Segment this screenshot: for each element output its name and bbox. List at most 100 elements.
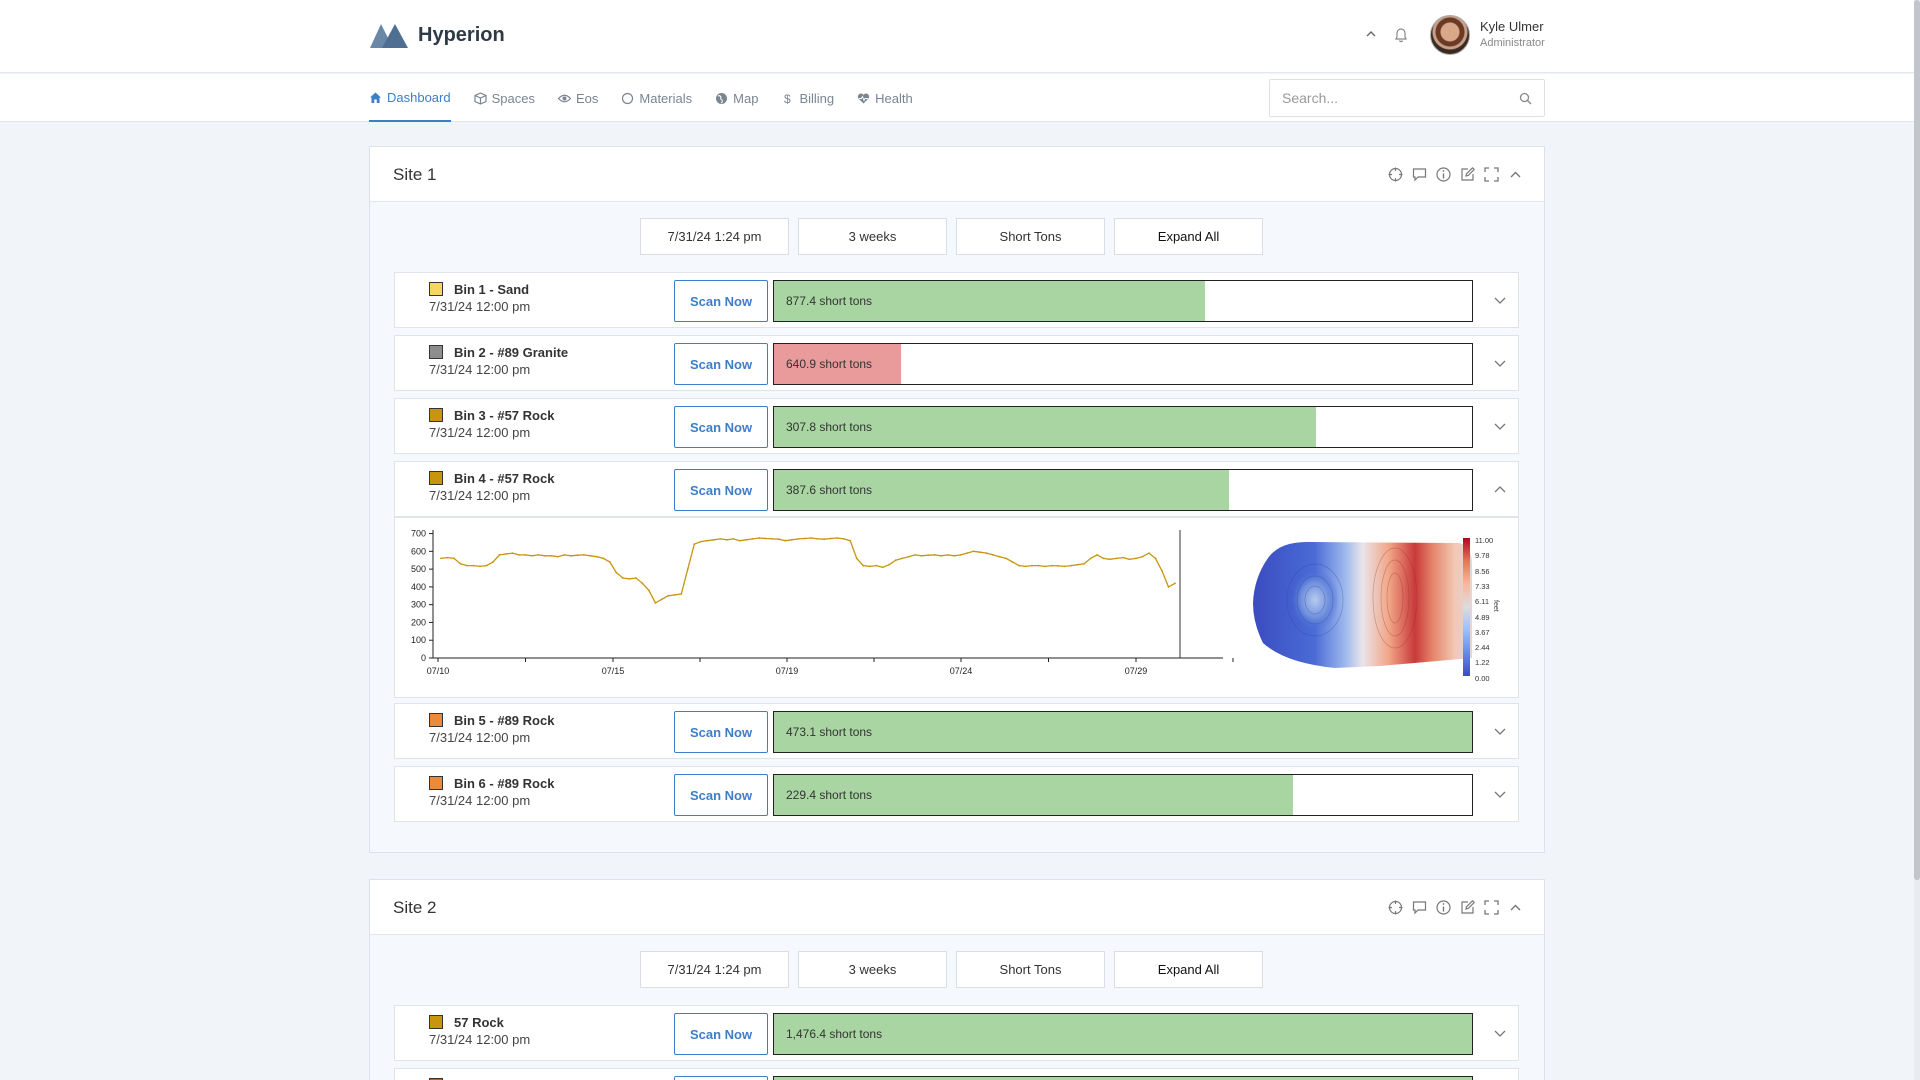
scrollbar[interactable] [1914,0,1920,1080]
bin-scan-date: 7/31/24 12:00 pm [429,299,531,314]
date-picker[interactable]: 7/31/24 1:24 pm [640,218,789,255]
site-toolbar [1387,899,1524,916]
chevron-up-icon[interactable] [1507,899,1524,916]
date-picker[interactable]: 7/31/24 1:24 pm [640,951,789,988]
search-input[interactable] [1270,80,1495,116]
bin-name: Bin 3 - #57 Rock [454,408,555,423]
crosshair-icon[interactable] [1387,166,1404,183]
nav-eos[interactable]: Eos [557,74,599,122]
data-point [699,540,702,543]
data-point [459,562,462,565]
chevron-down-icon[interactable] [1493,293,1507,307]
chevron-down-icon[interactable] [1493,1026,1507,1040]
edit-icon[interactable] [1459,166,1476,183]
nav-materials[interactable]: Materials [621,74,692,122]
bin-row[interactable]: Bin 3 - #57 Rock 7/31/24 12:00 pm Scan Now… [394,398,1519,454]
data-point [622,577,624,579]
avatar[interactable] [1430,15,1470,55]
nav-dashboard[interactable]: Dashboard [369,74,451,122]
user-name: Kyle Ulmer [1480,19,1544,34]
chevron-down-icon[interactable] [1493,724,1507,738]
data-point [1031,564,1033,567]
bin-quantity: 640.9 short tons [786,357,873,371]
nav-health[interactable]: Health [857,74,913,122]
scan-now-button[interactable]: Scan Now [674,469,768,511]
nav-label: Eos [575,90,599,106]
scan-now-button[interactable]: Scan Now [674,343,768,385]
data-point [537,554,540,556]
data-point [732,538,735,540]
chevron-down-icon[interactable] [1493,356,1507,370]
info-icon[interactable] [1435,166,1452,183]
bin-scan-date: 7/31/24 12:00 pm [429,488,531,503]
material-color-swatch [429,1015,443,1029]
bin-row[interactable]: Bin 6 - #89 Rock 7/31/24 12:00 pm Scan Now… [394,766,1519,822]
user-menu[interactable]: Kyle Ulmer Administrator [1480,19,1545,51]
expand-all-button[interactable]: Expand All [1114,951,1263,988]
data-point [751,538,754,540]
bell-icon[interactable] [1390,26,1412,44]
data-point [466,564,468,567]
y-tick-label: 700 [411,529,426,539]
fullscreen-icon[interactable] [1483,899,1500,916]
scan-now-button[interactable]: Scan Now [674,406,768,448]
bin-quantity: 307.8 short tons [786,420,873,434]
data-point [544,554,546,557]
chevron-down-icon[interactable] [1493,419,1507,433]
data-point [725,538,728,541]
chevron-down-icon[interactable] [1493,787,1507,801]
chevron-up-icon[interactable] [1493,482,1507,496]
data-point [524,554,527,556]
bin-name: Bin 5 - #89 Rock [454,713,555,728]
fullscreen-icon[interactable] [1483,166,1500,183]
material-color-swatch [429,471,443,485]
units-selector[interactable]: Short Tons [956,218,1105,255]
data-point [927,554,930,557]
scan-now-button[interactable]: Scan Now [674,711,768,753]
bin-name: Bin 2 - #89 Granite [454,345,569,360]
bin-row[interactable]: Bin 2 - #89 Granite 7/31/24 12:00 pm Scan … [394,335,1519,391]
gauge-fill [774,775,1294,815]
range-selector[interactable]: 3 weeks [798,218,947,255]
comment-icon[interactable] [1411,166,1428,183]
gauge-fill [774,344,902,384]
nav-spaces[interactable]: Spaces [474,74,535,122]
chevron-up-icon[interactable] [1362,29,1380,41]
comment-icon[interactable] [1411,899,1428,916]
bin-row[interactable]: Bin 1 - Sand 7/31/24 12:00 pm Scan Now 877.… [394,272,1519,328]
nav-map[interactable]: Map [715,74,758,122]
units-selector[interactable]: Short Tons [956,951,1105,988]
scan-now-button[interactable]: Scan Now [674,280,768,322]
info-icon[interactable] [1435,899,1452,916]
search-icon[interactable] [1519,92,1532,105]
scan-now-button[interactable]: Scan Now [674,774,768,816]
range-selector[interactable]: 3 weeks [798,951,947,988]
circle-icon [622,92,634,104]
level-trend-chart: 0 100 200 300 400 500 600 700 07/10 07/15 07/19 07/… [411,529,1234,676]
data-point [511,552,514,554]
app-logo[interactable]: Hyperion [370,22,505,48]
gauge-fill [774,1014,1472,1054]
scan-now-button[interactable]: Scan Now [674,1076,768,1080]
bin-row[interactable]: Scan Now [394,1068,1519,1080]
scrollbar-thumb[interactable] [1914,0,1920,880]
main-nav: Dashboard Spaces Eos Materials Map $ Bil… [369,74,936,122]
nav-billing[interactable]: $ Billing [781,74,834,122]
y-tick-label: 0 [421,653,426,663]
colorbar-tick-label: 9.78 [1475,551,1490,561]
crosshair-icon[interactable] [1387,899,1404,916]
x-tick-label: 07/24 [950,666,973,676]
data-point [609,561,611,563]
scan-now-button[interactable]: Scan Now [674,1013,768,1055]
data-point [816,538,819,540]
bin-row[interactable]: Bin 5 - #89 Rock 7/31/24 12:00 pm Scan Now… [394,703,1519,759]
bin-row[interactable]: 57 Rock 7/31/24 12:00 pm Scan Now 1,476.4 s… [394,1005,1519,1061]
edit-icon[interactable] [1459,899,1476,916]
y-tick-label: 200 [411,617,426,627]
data-point [1174,582,1176,585]
bin-quantity: 877.4 short tons [786,294,873,308]
bin-scan-date: 7/31/24 12:00 pm [429,425,531,440]
expand-all-button[interactable]: Expand All [1114,218,1263,255]
bin-row[interactable]: Bin 4 - #57 Rock 7/31/24 12:00 pm Scan Now… [394,461,1519,517]
chevron-up-icon[interactable] [1507,166,1524,183]
